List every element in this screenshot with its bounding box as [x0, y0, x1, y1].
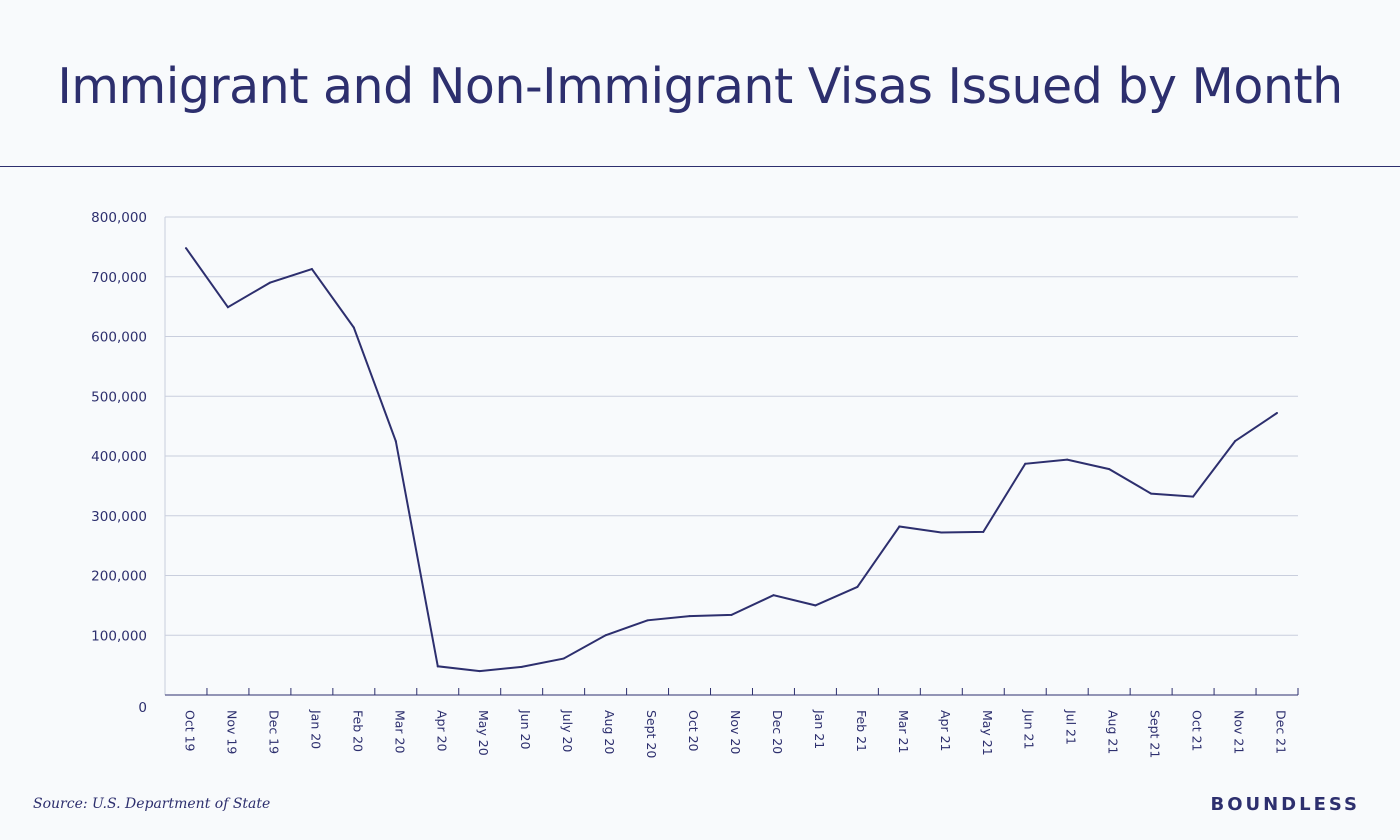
x-tick-labels: Oct 19 Nov 19 Dec 19 Jan 20 Feb 20 Mar 20 Apr … [182, 709, 1288, 758]
x-tick-label: Aug 20 [602, 710, 617, 754]
y-tick-label: 700,000 [91, 270, 147, 286]
series-line [185, 247, 1278, 673]
x-tick-label: Nov 19 [224, 710, 239, 754]
x-tick-label: Mar 20 [392, 710, 407, 754]
data-point [898, 525, 901, 528]
y-tick-label: 600,000 [91, 330, 147, 346]
y-tick-label: 300,000 [91, 509, 147, 525]
y-tick-label: 100,000 [91, 628, 147, 644]
data-point [730, 613, 733, 616]
y-tick-label: 200,000 [91, 569, 147, 585]
axis-layer [164, 217, 1299, 696]
data-point [772, 594, 775, 597]
x-tick-label: Jun 21 [1022, 709, 1037, 749]
x-tick-label: July 20 [560, 709, 575, 752]
data-point [436, 665, 439, 668]
y-tick-label: 400,000 [91, 449, 147, 465]
y-tick-label: 0 [138, 700, 147, 716]
x-tick-label: Jun 20 [518, 709, 533, 749]
data-point [982, 530, 985, 533]
data-point [520, 665, 523, 668]
data-point [184, 247, 187, 250]
x-tick-label: Mar 21 [896, 710, 911, 753]
x-tick-label: May 21 [980, 710, 995, 756]
y-tick-labels: 0 100,000 200,000 300,000 400,000 500,000 600,… [91, 210, 147, 716]
x-tick-label: Sept 20 [644, 710, 659, 758]
x-tick-label: Dec 20 [770, 710, 785, 754]
brand-logo: BOUNDLESS [1210, 794, 1360, 815]
x-tick-label: Jan 20 [308, 709, 323, 749]
x-tick-label: Oct 20 [686, 710, 701, 752]
chart-title: Immigrant and Non-Immigrant Visas Issued… [57, 58, 1343, 115]
x-tick-label: Sept 21 [1148, 710, 1163, 758]
data-point [856, 585, 859, 588]
data-point [814, 604, 817, 607]
data-point [940, 531, 943, 534]
x-tick-label: Feb 21 [854, 710, 869, 752]
x-tick-label: Feb 20 [350, 710, 365, 752]
x-tick-label: Jan 21 [812, 709, 827, 749]
x-tick-label: Apr 20 [434, 710, 449, 752]
x-tick-label: Nov 20 [728, 710, 743, 754]
x-tick-label: Nov 21 [1232, 710, 1247, 754]
x-tick-label: Oct 21 [1190, 710, 1205, 752]
data-point [1024, 462, 1027, 465]
data-point [1150, 492, 1153, 495]
x-tick-label: Dec 19 [266, 710, 281, 754]
data-point [1192, 495, 1195, 498]
title-divider [0, 166, 1400, 167]
data-point [1234, 440, 1237, 443]
data-point [1066, 458, 1069, 461]
series-layer [184, 247, 1279, 673]
source-note: Source: U.S. Department of State [33, 796, 271, 812]
data-point [310, 267, 313, 270]
data-point [394, 440, 397, 443]
x-tick-label: Jul 21 [1064, 709, 1079, 745]
y-tick-label: 500,000 [91, 389, 147, 405]
x-tick-label: Aug 21 [1106, 710, 1121, 754]
y-tick-label: 800,000 [91, 210, 147, 226]
data-point [646, 619, 649, 622]
grid-layer [165, 216, 1298, 636]
data-point [562, 657, 565, 660]
data-point [1108, 468, 1111, 471]
data-point [268, 281, 271, 284]
data-point [226, 306, 229, 309]
line-chart: 0 100,000 200,000 300,000 400,000 500,000 600,… [91, 210, 1299, 758]
x-tick-label: Apr 21 [938, 710, 953, 752]
x-tick-label: May 20 [476, 710, 491, 756]
data-point [604, 634, 607, 637]
x-tick-label: Oct 19 [182, 710, 197, 752]
x-tick-label: Dec 21 [1274, 710, 1289, 754]
data-point [1276, 411, 1279, 414]
data-point [688, 615, 691, 618]
data-point [478, 670, 481, 673]
data-point [352, 326, 355, 329]
